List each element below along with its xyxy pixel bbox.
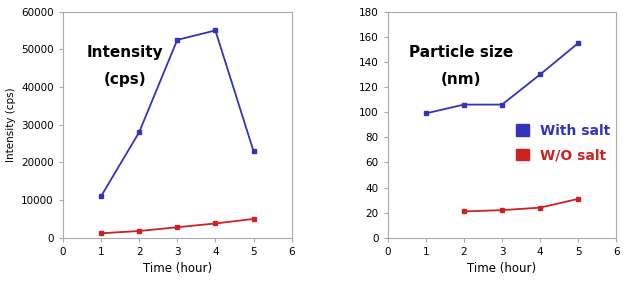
Legend: With salt, W/O salt: With salt, W/O salt xyxy=(516,124,610,162)
Text: Particle size: Particle size xyxy=(409,45,513,60)
X-axis label: Time (hour): Time (hour) xyxy=(467,262,537,275)
Text: Intensity: Intensity xyxy=(86,45,163,60)
Y-axis label: Intensity (cps): Intensity (cps) xyxy=(6,87,16,162)
Text: (nm): (nm) xyxy=(441,72,481,87)
X-axis label: Time (hour): Time (hour) xyxy=(143,262,212,275)
Text: (cps): (cps) xyxy=(103,72,146,87)
